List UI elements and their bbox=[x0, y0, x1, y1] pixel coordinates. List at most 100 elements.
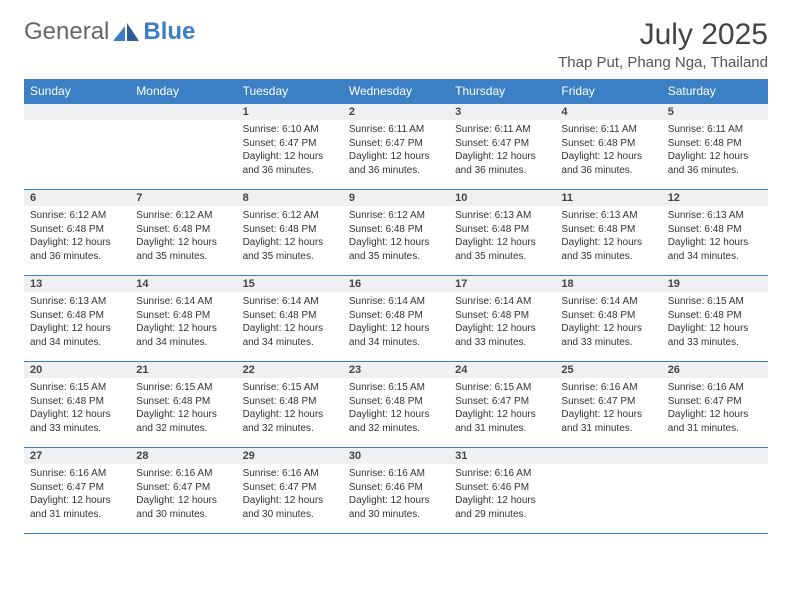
daylight-line: Daylight: 12 hours and 35 minutes. bbox=[243, 236, 337, 263]
daylight-line: Daylight: 12 hours and 34 minutes. bbox=[668, 236, 762, 263]
day-number: 19 bbox=[662, 276, 768, 292]
calendar-day-cell: 21Sunrise: 6:15 AMSunset: 6:48 PMDayligh… bbox=[130, 362, 236, 448]
sunset-line: Sunset: 6:47 PM bbox=[349, 137, 443, 151]
sunrise-line: Sunrise: 6:16 AM bbox=[349, 467, 443, 481]
day-number: 28 bbox=[130, 448, 236, 464]
sunrise-line: Sunrise: 6:12 AM bbox=[30, 209, 124, 223]
sunset-line: Sunset: 6:48 PM bbox=[30, 309, 124, 323]
daylight-line: Daylight: 12 hours and 34 minutes. bbox=[136, 322, 230, 349]
sunset-line: Sunset: 6:48 PM bbox=[561, 223, 655, 237]
sunset-line: Sunset: 6:47 PM bbox=[136, 481, 230, 495]
calendar-day-cell: 5Sunrise: 6:11 AMSunset: 6:48 PMDaylight… bbox=[662, 104, 768, 190]
calendar-empty-cell bbox=[555, 448, 661, 534]
sunset-line: Sunset: 6:48 PM bbox=[668, 309, 762, 323]
calendar-day-cell: 12Sunrise: 6:13 AMSunset: 6:48 PMDayligh… bbox=[662, 190, 768, 276]
sunrise-line: Sunrise: 6:15 AM bbox=[455, 381, 549, 395]
daylight-line: Daylight: 12 hours and 36 minutes. bbox=[455, 150, 549, 177]
calendar-week-row: 13Sunrise: 6:13 AMSunset: 6:48 PMDayligh… bbox=[24, 276, 768, 362]
day-number bbox=[555, 448, 661, 464]
brand-word-1: General bbox=[24, 18, 109, 46]
sunset-line: Sunset: 6:48 PM bbox=[243, 395, 337, 409]
sunset-line: Sunset: 6:47 PM bbox=[455, 395, 549, 409]
weekday-header: Tuesday bbox=[237, 79, 343, 104]
daylight-line: Daylight: 12 hours and 30 minutes. bbox=[243, 494, 337, 521]
daylight-line: Daylight: 12 hours and 31 minutes. bbox=[455, 408, 549, 435]
day-details: Sunrise: 6:16 AMSunset: 6:47 PMDaylight:… bbox=[662, 378, 768, 439]
sunrise-line: Sunrise: 6:15 AM bbox=[30, 381, 124, 395]
calendar-day-cell: 25Sunrise: 6:16 AMSunset: 6:47 PMDayligh… bbox=[555, 362, 661, 448]
sunrise-line: Sunrise: 6:14 AM bbox=[455, 295, 549, 309]
calendar-day-cell: 30Sunrise: 6:16 AMSunset: 6:46 PMDayligh… bbox=[343, 448, 449, 534]
day-details: Sunrise: 6:13 AMSunset: 6:48 PMDaylight:… bbox=[555, 206, 661, 267]
day-number: 11 bbox=[555, 190, 661, 206]
day-details: Sunrise: 6:14 AMSunset: 6:48 PMDaylight:… bbox=[343, 292, 449, 353]
sunset-line: Sunset: 6:48 PM bbox=[30, 223, 124, 237]
calendar-empty-cell bbox=[24, 104, 130, 190]
calendar-body: 1Sunrise: 6:10 AMSunset: 6:47 PMDaylight… bbox=[24, 104, 768, 534]
day-number: 24 bbox=[449, 362, 555, 378]
calendar-day-cell: 24 Sunrise: 6:15 AMSunset: 6:47 PMDayligh… bbox=[449, 362, 555, 448]
sunset-line: Sunset: 6:48 PM bbox=[455, 223, 549, 237]
sunrise-line: Sunrise: 6:14 AM bbox=[136, 295, 230, 309]
day-details: Sunrise: 6:16 AMSunset: 6:47 PMDaylight:… bbox=[555, 378, 661, 439]
month-title: July 2025 bbox=[558, 18, 768, 52]
sunrise-line: Sunrise: 6:16 AM bbox=[561, 381, 655, 395]
calendar-day-cell: 26Sunrise: 6:16 AMSunset: 6:47 PMDayligh… bbox=[662, 362, 768, 448]
calendar-day-cell: 13Sunrise: 6:13 AMSunset: 6:48 PMDayligh… bbox=[24, 276, 130, 362]
day-details: Sunrise: 6:13 AMSunset: 6:48 PMDaylight:… bbox=[24, 292, 130, 353]
calendar-day-cell: 6Sunrise: 6:12 AMSunset: 6:48 PMDaylight… bbox=[24, 190, 130, 276]
day-number: 10 bbox=[449, 190, 555, 206]
day-details: Sunrise: 6:16 AMSunset: 6:46 PMDaylight:… bbox=[343, 464, 449, 525]
brand-word-2: Blue bbox=[143, 18, 195, 46]
sail-icon bbox=[113, 23, 139, 41]
sunset-line: Sunset: 6:47 PM bbox=[668, 395, 762, 409]
brand-logo: General Blue bbox=[24, 18, 195, 46]
calendar-day-cell: 17Sunrise: 6:14 AMSunset: 6:48 PMDayligh… bbox=[449, 276, 555, 362]
day-number: 18 bbox=[555, 276, 661, 292]
day-details: Sunrise: 6:15 AMSunset: 6:48 PMDaylight:… bbox=[662, 292, 768, 353]
calendar-day-cell: 31Sunrise: 6:16 AMSunset: 6:46 PMDayligh… bbox=[449, 448, 555, 534]
weekday-header: Thursday bbox=[449, 79, 555, 104]
sunrise-line: Sunrise: 6:11 AM bbox=[561, 123, 655, 137]
day-details: Sunrise: 6:16 AMSunset: 6:47 PMDaylight:… bbox=[130, 464, 236, 525]
calendar-week-row: 6Sunrise: 6:12 AMSunset: 6:48 PMDaylight… bbox=[24, 190, 768, 276]
sunset-line: Sunset: 6:48 PM bbox=[136, 223, 230, 237]
daylight-line: Daylight: 12 hours and 36 minutes. bbox=[668, 150, 762, 177]
day-number: 9 bbox=[343, 190, 449, 206]
sunrise-line: Sunrise: 6:11 AM bbox=[349, 123, 443, 137]
day-number bbox=[24, 104, 130, 120]
sunrise-line: Sunrise: 6:11 AM bbox=[455, 123, 549, 137]
day-details: Sunrise: 6:16 AMSunset: 6:47 PMDaylight:… bbox=[24, 464, 130, 525]
sunrise-line: Sunrise: 6:13 AM bbox=[455, 209, 549, 223]
calendar-day-cell: 3Sunrise: 6:11 AMSunset: 6:47 PMDaylight… bbox=[449, 104, 555, 190]
day-number: 23 bbox=[343, 362, 449, 378]
sunrise-line: Sunrise: 6:13 AM bbox=[561, 209, 655, 223]
day-number: 4 bbox=[555, 104, 661, 120]
day-number: 22 bbox=[237, 362, 343, 378]
day-number: 8 bbox=[237, 190, 343, 206]
day-details: Sunrise: 6:14 AMSunset: 6:48 PMDaylight:… bbox=[237, 292, 343, 353]
sunset-line: Sunset: 6:46 PM bbox=[455, 481, 549, 495]
sunset-line: Sunset: 6:46 PM bbox=[349, 481, 443, 495]
day-number: 15 bbox=[237, 276, 343, 292]
weekday-header-row: SundayMondayTuesdayWednesdayThursdayFrid… bbox=[24, 79, 768, 104]
day-number bbox=[662, 448, 768, 464]
sunrise-line: Sunrise: 6:12 AM bbox=[243, 209, 337, 223]
daylight-line: Daylight: 12 hours and 34 minutes. bbox=[349, 322, 443, 349]
day-number: 3 bbox=[449, 104, 555, 120]
title-block: July 2025 Thap Put, Phang Nga, Thailand bbox=[558, 18, 768, 71]
sunrise-line: Sunrise: 6:16 AM bbox=[455, 467, 549, 481]
sunrise-line: Sunrise: 6:10 AM bbox=[243, 123, 337, 137]
sunset-line: Sunset: 6:48 PM bbox=[561, 137, 655, 151]
calendar-day-cell: 11Sunrise: 6:13 AMSunset: 6:48 PMDayligh… bbox=[555, 190, 661, 276]
sunset-line: Sunset: 6:47 PM bbox=[243, 481, 337, 495]
day-details: Sunrise: 6:12 AMSunset: 6:48 PMDaylight:… bbox=[24, 206, 130, 267]
calendar-week-row: 20Sunrise: 6:15 AMSunset: 6:48 PMDayligh… bbox=[24, 362, 768, 448]
day-number: 16 bbox=[343, 276, 449, 292]
calendar-empty-cell bbox=[130, 104, 236, 190]
sunset-line: Sunset: 6:48 PM bbox=[455, 309, 549, 323]
daylight-line: Daylight: 12 hours and 35 minutes. bbox=[455, 236, 549, 263]
daylight-line: Daylight: 12 hours and 35 minutes. bbox=[561, 236, 655, 263]
day-number: 17 bbox=[449, 276, 555, 292]
daylight-line: Daylight: 12 hours and 34 minutes. bbox=[243, 322, 337, 349]
